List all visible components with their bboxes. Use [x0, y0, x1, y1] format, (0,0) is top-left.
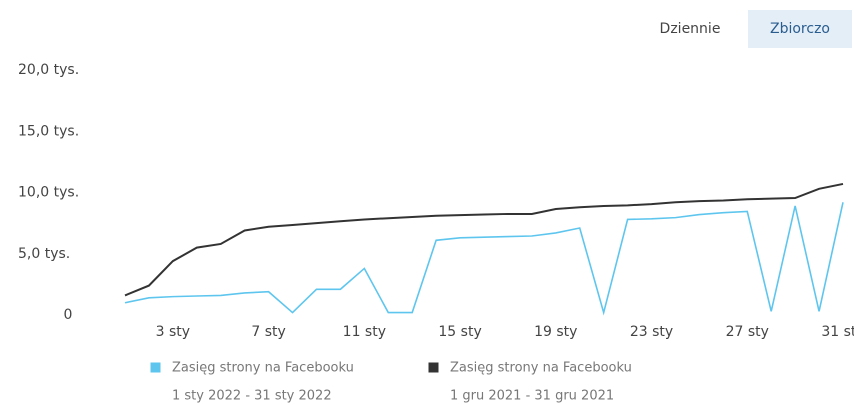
- x-tick-label: 23 sty: [630, 324, 673, 340]
- toggle[interactable]: Zbiorczo: [770, 21, 830, 37]
- legend-swatch: [427, 361, 440, 374]
- x-tick-label: 31 sty: [821, 324, 854, 340]
- x-tick-label: 15 sty: [438, 324, 481, 340]
- y-tick-label: 20,0 tys.: [18, 62, 79, 78]
- line: [124, 202, 844, 316]
- legend-swatch: [149, 361, 162, 374]
- active-toggle-bg[interactable]: [748, 10, 852, 48]
- y-tick-label: 15,0 tys.: [18, 123, 79, 139]
- toggle[interactable]: Dziennie: [660, 21, 721, 37]
- legend: Zasięg strony na Facebooku 1 sty 2022 - 3…: [149, 361, 632, 404]
- legend-label: Zasięg strony na Facebooku: [450, 361, 632, 376]
- legend-period: 1 gru 2021 - 31 gru 2021: [450, 389, 614, 404]
- x-tick-label: 7 sty: [251, 324, 285, 340]
- x-tick-label: 27 sty: [726, 324, 769, 340]
- x-tick-label: 19 sty: [534, 324, 577, 340]
- y-tick-label: 10,0 tys.: [18, 185, 79, 201]
- line: [124, 182, 844, 297]
- legend-label: Zasięg strony na Facebooku: [172, 361, 354, 376]
- y-tick-label: 0: [64, 307, 73, 323]
- x-tick-label: 3 sty: [156, 324, 190, 340]
- legend-period: 1 sty 2022 - 31 sty 2022: [172, 389, 332, 404]
- x-tick-label: 11 sty: [343, 324, 386, 340]
- y-tick-label: 5,0 tys.: [18, 246, 70, 262]
